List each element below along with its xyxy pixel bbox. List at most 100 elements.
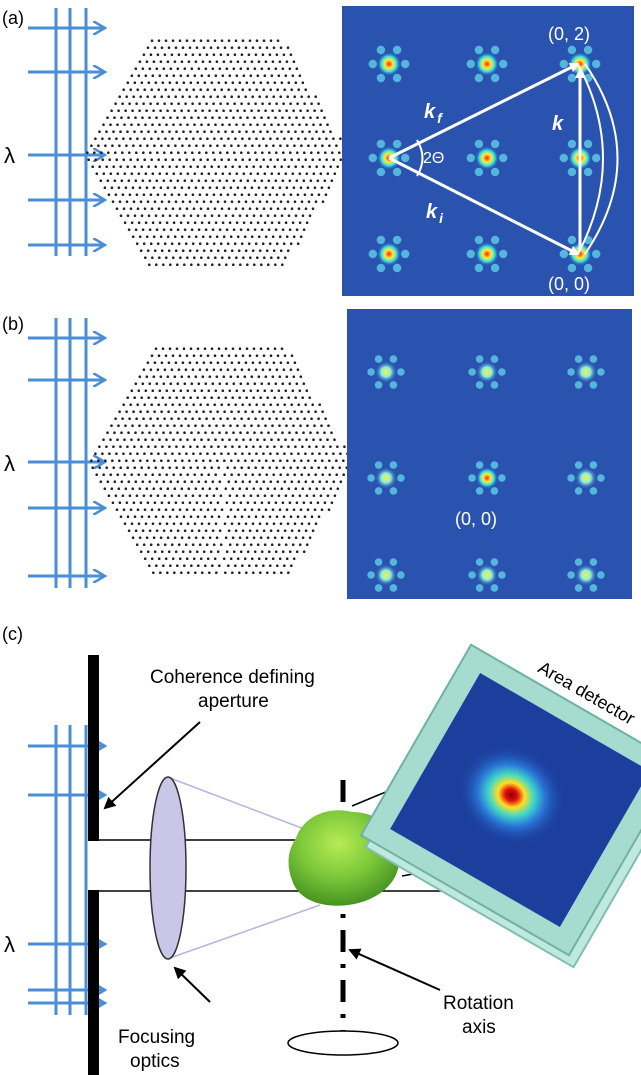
pattern-b-bragg-spot (468, 558, 506, 592)
lattice-b-atom (299, 375, 303, 379)
lattice-a-atom (120, 179, 124, 182)
lattice-b-atom (252, 445, 255, 449)
lattice-a-atom (272, 200, 276, 203)
lattice-a-atom (316, 116, 319, 119)
lattice-b-atom (180, 375, 184, 379)
lattice-b-atom (141, 382, 145, 386)
lattice-b-atom (343, 445, 346, 449)
lattice-b-atom (187, 424, 190, 428)
lattice-a-atom (217, 130, 220, 133)
lattice-a-atom (255, 88, 258, 91)
lattice-b-atom (255, 480, 259, 484)
lattice-b-atom (274, 501, 278, 505)
lattice-b-atom (213, 508, 217, 512)
lattice-a-atom (265, 249, 269, 252)
lattice-a-atom (170, 102, 173, 105)
lattice-b-atom (188, 501, 192, 505)
lattice-a-atom (274, 67, 278, 70)
lattice-b-atom (150, 452, 153, 456)
lattice-a-atom (137, 74, 141, 77)
lattice-a-atom (318, 137, 321, 140)
lattice-b-atom (156, 494, 160, 498)
lattice-b-atom (305, 494, 309, 498)
lattice-b-atom (323, 501, 327, 505)
lattice-b-atom (212, 494, 216, 498)
lattice-a-atom (223, 144, 226, 147)
lattice-b-atom (291, 494, 295, 498)
lattice-b-atom (332, 452, 335, 456)
lattice-b-atom (211, 529, 215, 532)
lattice-a-atom (132, 200, 136, 203)
lattice-b-atom (307, 459, 310, 463)
lattice-b-atom (199, 354, 203, 358)
lattice-a-atom (134, 116, 137, 119)
lattice-a-atom (195, 249, 199, 252)
lattice-b-atom (198, 417, 201, 421)
lattice-a-atom (203, 214, 207, 217)
lattice-a-atom (140, 130, 143, 133)
lattice-a-atom (220, 39, 224, 42)
lattice-b-atom (240, 466, 243, 470)
lattice-b-atom (171, 452, 174, 456)
lattice-a-atom (230, 144, 233, 147)
lattice-a-atom (178, 158, 181, 161)
lattice-b-atom (105, 445, 108, 449)
lattice-b-atom (279, 522, 283, 525)
lattice-a-atom (154, 130, 157, 133)
lattice-b-atom (203, 396, 206, 400)
lattice-a-atom (205, 193, 209, 196)
lattice-b-atom (310, 466, 314, 470)
lattice-a-atom (240, 193, 244, 196)
lattice-b-atom (194, 375, 198, 379)
lattice-b-atom (335, 459, 338, 463)
lattice-b-atom (210, 466, 213, 470)
lattice-b-atom (296, 515, 300, 518)
spot-label-center-b: (0, 0) (455, 509, 497, 529)
lattice-a-atom (259, 214, 263, 217)
lattice-b-atom (276, 480, 280, 484)
pattern-a-fringe (490, 263, 500, 273)
lattice-b-atom (122, 508, 126, 512)
lattice-a-atom (117, 186, 121, 189)
lattice-a-atom (184, 151, 187, 154)
lattice-a-atom (181, 249, 185, 252)
lattice-a-atom (272, 46, 276, 49)
lattice-a-atom (193, 123, 196, 126)
lattice-a-atom (257, 235, 261, 238)
lattice-b-atom (192, 403, 195, 407)
lattice-b-atom (135, 543, 139, 546)
lattice-a-atom (166, 60, 170, 63)
lattice-b-atom (214, 473, 217, 477)
lattice-a-atom (228, 221, 232, 224)
lattice-a-atom (187, 60, 191, 63)
lattice-a-atom (214, 221, 218, 224)
lattice-b-atom (330, 431, 333, 435)
lattice-b-atom (169, 564, 172, 567)
lattice-b-atom (282, 368, 286, 372)
lattice-a-atom (211, 67, 215, 70)
lattice-b-atom (198, 368, 202, 372)
lattice-a-atom (162, 179, 166, 182)
lattice-a-atom (168, 81, 172, 84)
lattice-a-atom (242, 74, 246, 77)
lattice-b-atom (195, 501, 199, 505)
lattice-a-atom (301, 130, 304, 133)
lattice-a-atom (285, 235, 289, 238)
pattern-a-spot-core (475, 146, 499, 170)
lattice-a-atom (281, 263, 284, 267)
lattice-a-atom (167, 46, 171, 49)
lattice-b-atom (275, 466, 279, 470)
lattice-a-atom (287, 165, 291, 168)
lattice-a-atom (235, 123, 238, 126)
lattice-a-atom (276, 158, 280, 161)
lattice-a-atom (278, 235, 282, 238)
spot-label-bottom-a: (0, 0) (548, 274, 590, 294)
lattice-b-atom (275, 515, 279, 518)
lattice-a-atom (179, 221, 183, 224)
lattice-b-atom (142, 417, 145, 421)
lattice-a-atom (109, 172, 113, 175)
lattice-a-atom (194, 235, 198, 238)
